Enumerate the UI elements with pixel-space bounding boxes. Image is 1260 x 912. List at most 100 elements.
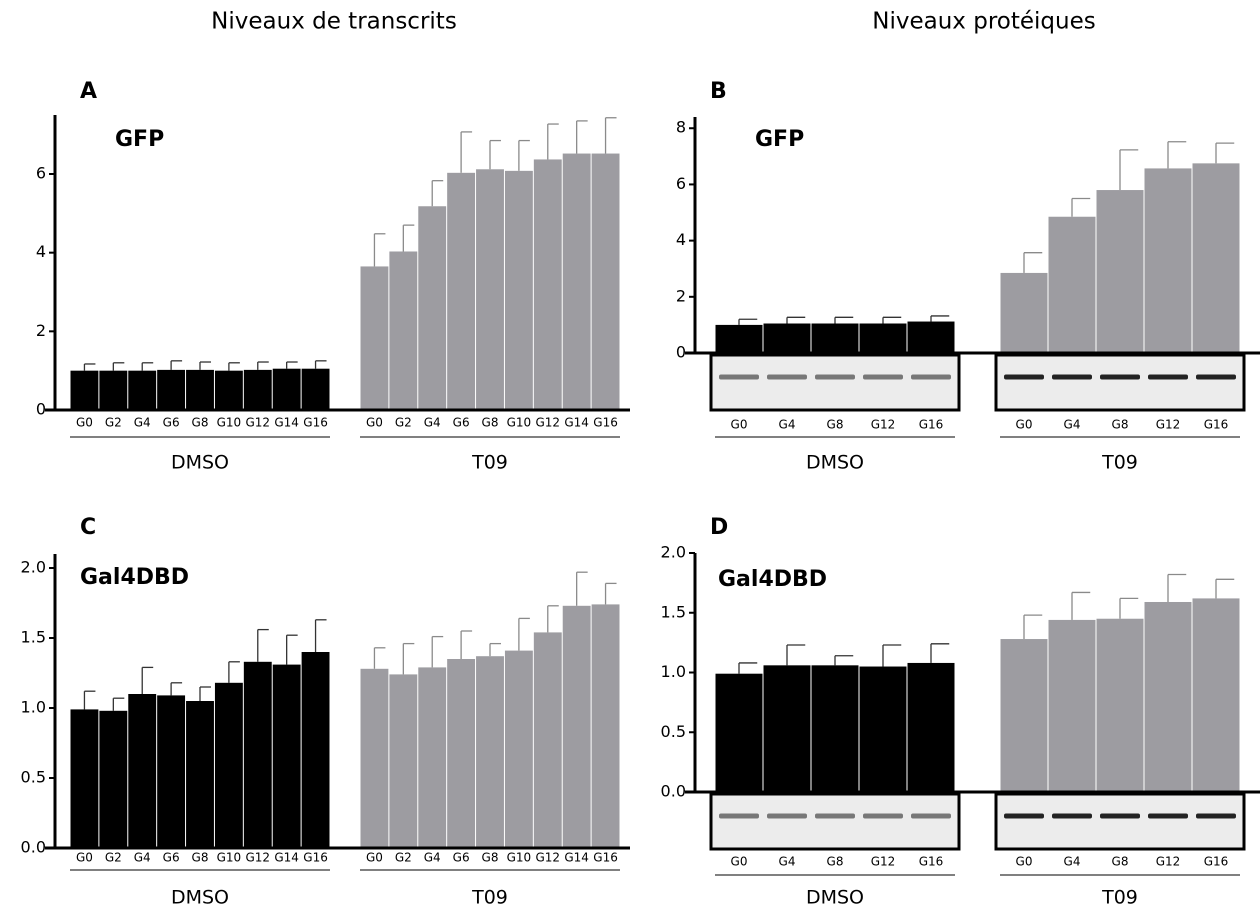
x-tick-label: G12 (245, 416, 270, 430)
x-tick-label: G4 (134, 416, 151, 430)
bar (1192, 598, 1240, 792)
bar (214, 682, 243, 848)
blot-band (863, 374, 903, 380)
bar (243, 661, 272, 848)
bar (1144, 168, 1192, 353)
x-tick-label: G14 (564, 851, 589, 865)
bar (811, 665, 859, 792)
x-tick-label: G10 (217, 851, 242, 865)
bar (301, 652, 330, 848)
western-blot (994, 792, 1246, 851)
y-tick-label: 1.0 (661, 662, 686, 681)
panel-title: GFP (755, 127, 804, 152)
blot-band (1004, 374, 1044, 380)
x-tick-label: G8 (482, 851, 499, 865)
x-tick-label: G12 (535, 416, 560, 430)
x-tick-label: G6 (453, 416, 470, 430)
bar (389, 674, 418, 848)
blot-band (1196, 374, 1236, 380)
x-tick-label: G4 (134, 851, 151, 865)
bar (907, 662, 955, 792)
x-tick-label: G16 (303, 851, 328, 865)
y-tick-label: 1.5 (21, 628, 46, 647)
bar (301, 368, 330, 410)
x-tick-label: G8 (827, 418, 844, 432)
bar (360, 668, 389, 848)
western-blot (994, 353, 1246, 412)
bar (418, 667, 447, 848)
x-tick-label: G6 (453, 851, 470, 865)
blot-band (815, 374, 855, 380)
blot-band (767, 813, 807, 819)
group-label: T09 (471, 452, 508, 474)
bar (859, 666, 907, 792)
x-tick-label: G4 (779, 855, 796, 869)
bar (128, 694, 157, 848)
bar (1096, 618, 1144, 792)
x-tick-label: G16 (1204, 418, 1229, 432)
x-tick-label: G16 (593, 416, 618, 430)
y-tick-label: 0 (36, 400, 46, 419)
panel-title: Gal4DBD (718, 567, 827, 592)
panel-letter: C (80, 515, 96, 540)
y-tick-label: 2.0 (21, 558, 46, 577)
x-tick-label: G0 (366, 416, 383, 430)
x-tick-label: G8 (1112, 855, 1129, 869)
y-tick-label: 0.5 (661, 722, 686, 741)
x-tick-label: G4 (1064, 855, 1081, 869)
bar (763, 665, 811, 792)
panel-letter: A (80, 79, 97, 104)
x-tick-label: G0 (731, 418, 748, 432)
x-tick-label: G0 (1016, 418, 1033, 432)
group-label: DMSO (806, 452, 864, 474)
x-tick-label: G2 (105, 851, 122, 865)
bar (389, 251, 418, 410)
bar (99, 370, 128, 410)
bar (360, 266, 389, 410)
bar (272, 368, 301, 410)
y-tick-label: 1.0 (21, 698, 46, 717)
bar (715, 324, 763, 353)
x-tick-label: G14 (564, 416, 589, 430)
bar (447, 659, 476, 848)
bar (591, 153, 620, 410)
bar (1000, 639, 1048, 792)
bar (70, 709, 99, 848)
y-tick-label: 0.0 (21, 838, 46, 857)
x-tick-label: G4 (424, 416, 441, 430)
x-tick-label: G12 (535, 851, 560, 865)
group-label: DMSO (806, 887, 864, 909)
y-tick-label: 2.0 (661, 543, 686, 562)
y-tick-label: 2 (676, 286, 686, 305)
blot-band (863, 813, 903, 819)
bar (1048, 619, 1096, 792)
blot-band (767, 374, 807, 380)
x-tick-label: G6 (163, 416, 180, 430)
panel-letter: B (710, 79, 727, 104)
x-tick-label: G16 (919, 418, 944, 432)
western-blot (709, 353, 961, 412)
y-tick-label: 6 (36, 164, 46, 183)
y-tick-label: 8 (676, 118, 686, 137)
blot-band (1196, 813, 1236, 819)
group-label: DMSO (171, 452, 229, 474)
x-tick-label: G4 (1064, 418, 1081, 432)
panel-letter: D (710, 515, 728, 540)
blot-band (719, 374, 759, 380)
x-tick-label: G8 (192, 851, 209, 865)
bar (504, 170, 533, 410)
x-tick-label: G16 (1204, 855, 1229, 869)
x-tick-label: G14 (274, 851, 299, 865)
x-tick-label: G8 (192, 416, 209, 430)
x-tick-label: G4 (779, 418, 796, 432)
blot-band (1052, 813, 1092, 819)
group-label: T09 (471, 887, 508, 909)
x-tick-label: G12 (871, 418, 896, 432)
x-tick-label: G4 (424, 851, 441, 865)
blot-band (1148, 813, 1188, 819)
bar (591, 604, 620, 848)
x-tick-label: G8 (827, 855, 844, 869)
x-tick-label: G12 (1156, 418, 1181, 432)
